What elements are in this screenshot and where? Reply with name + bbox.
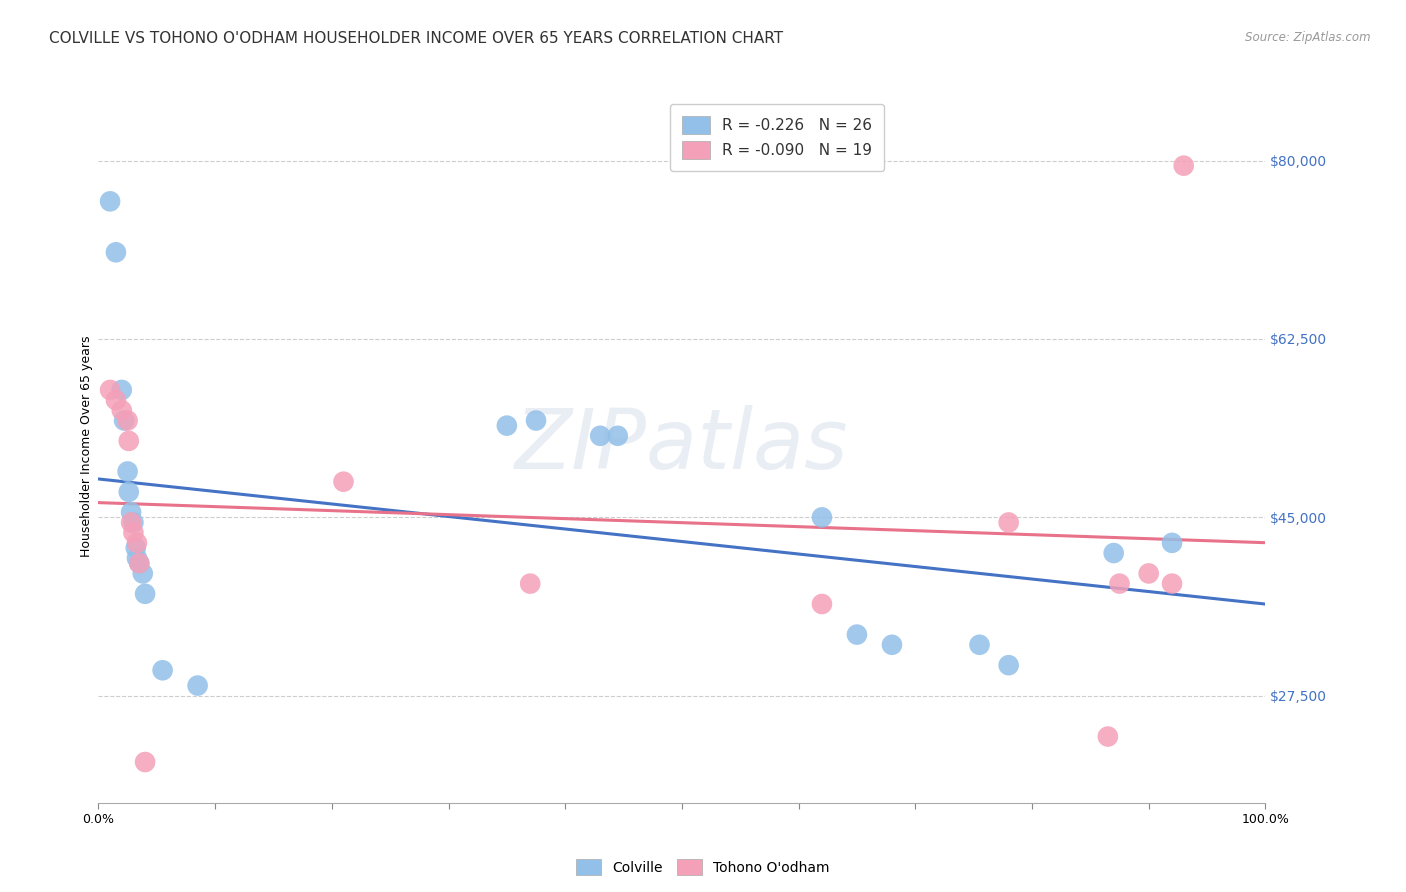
Point — [152, 663, 174, 677]
Point — [969, 638, 991, 652]
Point — [880, 638, 903, 652]
Point — [117, 465, 139, 479]
Point — [122, 516, 145, 530]
Point — [98, 383, 121, 397]
Point — [1102, 546, 1125, 560]
Legend: R = -0.226   N = 26, R = -0.090   N = 19: R = -0.226 N = 26, R = -0.090 N = 19 — [671, 104, 884, 171]
Point — [524, 413, 547, 427]
Point — [125, 536, 148, 550]
Point — [1097, 730, 1119, 744]
Point — [118, 434, 141, 448]
Point — [997, 516, 1019, 530]
Point — [118, 484, 141, 499]
Point — [128, 556, 150, 570]
Point — [132, 566, 155, 581]
Text: COLVILLE VS TOHONO O'ODHAM HOUSEHOLDER INCOME OVER 65 YEARS CORRELATION CHART: COLVILLE VS TOHONO O'ODHAM HOUSEHOLDER I… — [49, 31, 783, 46]
Point — [112, 413, 135, 427]
Point — [846, 627, 869, 641]
Point — [120, 505, 142, 519]
Point — [606, 429, 628, 443]
Point — [187, 679, 209, 693]
Y-axis label: Householder Income Over 65 years: Householder Income Over 65 years — [80, 335, 93, 557]
Text: Source: ZipAtlas.com: Source: ZipAtlas.com — [1246, 31, 1371, 45]
Point — [496, 418, 519, 433]
Point — [997, 658, 1019, 673]
Text: ZIPatlas: ZIPatlas — [515, 406, 849, 486]
Point — [104, 393, 127, 408]
Point — [98, 194, 121, 209]
Point — [128, 556, 150, 570]
Point — [125, 541, 148, 555]
Point — [104, 245, 127, 260]
Point — [1108, 576, 1130, 591]
Legend: Colville, Tohono O'odham: Colville, Tohono O'odham — [571, 854, 835, 880]
Point — [589, 429, 612, 443]
Point — [1161, 576, 1184, 591]
Point — [811, 510, 834, 524]
Point — [1173, 159, 1195, 173]
Point — [111, 403, 134, 417]
Point — [111, 383, 134, 397]
Point — [125, 551, 148, 566]
Point — [519, 576, 541, 591]
Point — [122, 525, 145, 540]
Point — [117, 413, 139, 427]
Point — [120, 516, 142, 530]
Point — [811, 597, 834, 611]
Point — [1161, 536, 1184, 550]
Point — [134, 587, 156, 601]
Point — [1137, 566, 1160, 581]
Point — [134, 755, 156, 769]
Point — [332, 475, 354, 489]
